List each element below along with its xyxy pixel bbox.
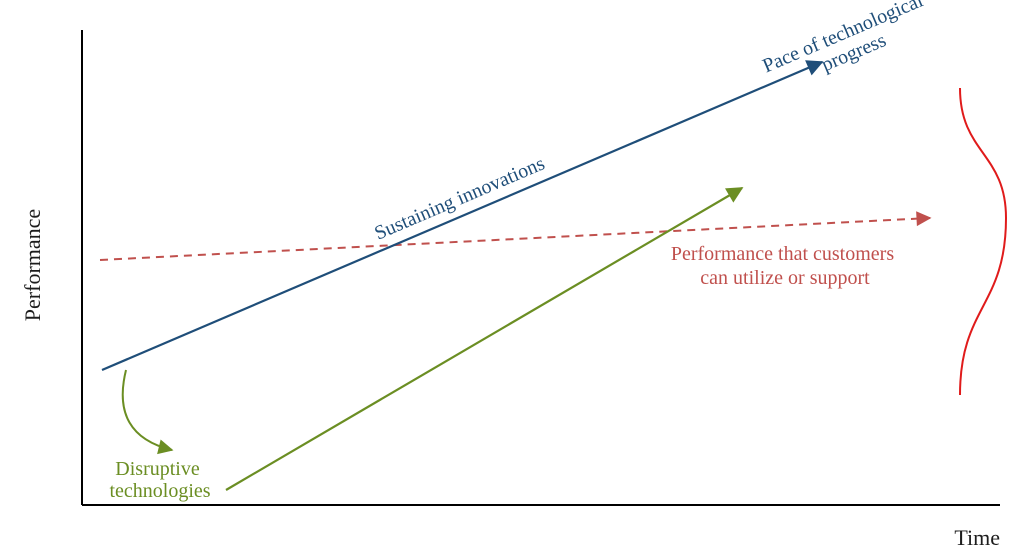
y-axis-label: Performance (20, 209, 45, 321)
disruptive-technologies-label: Disruptive technologies (109, 458, 210, 502)
customer-distribution-curve (960, 88, 1006, 395)
disruptive-connector-arrow (123, 370, 172, 450)
customer-performance-label: Performance that customers can utilize o… (671, 243, 899, 289)
pace-of-progress-label: Pace of technological progress (759, 0, 939, 98)
disruption-chart: Performance Time Sustaining innovations … (0, 0, 1019, 558)
x-axis-label: Time (954, 525, 1000, 550)
disruptive-technologies-line (226, 188, 742, 490)
sustaining-innovations-line (102, 62, 822, 370)
sustaining-label: Sustaining innovations (371, 152, 548, 244)
